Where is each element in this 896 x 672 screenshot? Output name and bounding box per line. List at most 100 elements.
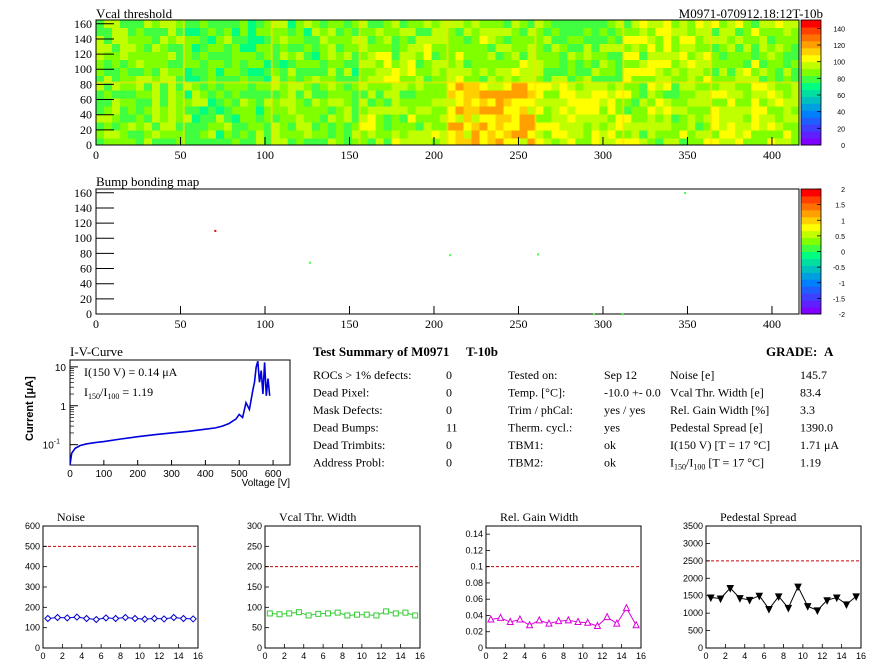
heatmap-cell bbox=[647, 36, 656, 45]
heatmap-cell bbox=[591, 20, 600, 29]
heatmap-cell bbox=[639, 28, 648, 37]
heatmap-cell bbox=[543, 98, 552, 107]
color-scale-band bbox=[801, 96, 821, 104]
heatmap-cell bbox=[335, 60, 345, 69]
heatmap-cell bbox=[247, 122, 257, 131]
heatmap-cell bbox=[599, 114, 608, 123]
heatmap-cell bbox=[583, 122, 592, 131]
heatmap-cell bbox=[160, 106, 169, 115]
x-tick-label: 150 bbox=[340, 317, 358, 331]
heatmap-cell bbox=[759, 36, 768, 45]
heatmap-cell bbox=[687, 36, 696, 45]
heatmap-cell bbox=[383, 44, 392, 53]
heatmap-cell bbox=[719, 20, 728, 29]
heatmap-cell bbox=[695, 114, 704, 123]
heatmap-cell bbox=[727, 114, 736, 123]
heatmap-cell bbox=[767, 68, 776, 77]
data-point bbox=[632, 620, 640, 629]
heatmap-cell bbox=[775, 130, 784, 139]
heatmap-cell bbox=[327, 82, 337, 91]
heatmap-cell bbox=[479, 98, 488, 107]
heatmap-cell bbox=[375, 90, 384, 99]
heatmap-cell bbox=[319, 28, 329, 37]
heatmap-cell bbox=[519, 98, 528, 107]
heatmap-cell bbox=[271, 76, 281, 85]
heatmap-cell bbox=[223, 130, 233, 139]
y-tick-label: 300 bbox=[25, 582, 40, 592]
heatmap-cell bbox=[447, 60, 456, 69]
heatmap-cell bbox=[199, 82, 209, 91]
heatmap-cell bbox=[112, 138, 121, 145]
small-chart-frame bbox=[264, 525, 421, 649]
heatmap-cell bbox=[287, 52, 297, 61]
heatmap-cell bbox=[655, 106, 664, 115]
heatmap-cell bbox=[191, 36, 201, 45]
heatmap-cell bbox=[735, 52, 744, 61]
heatmap-cell bbox=[623, 52, 632, 61]
heatmap-cell bbox=[311, 68, 321, 77]
heatmap-cell bbox=[711, 98, 720, 107]
heatmap-cell bbox=[615, 98, 624, 107]
data-point bbox=[726, 585, 735, 593]
heatmap-cell bbox=[639, 130, 648, 139]
heatmap-cell bbox=[152, 138, 161, 145]
heatmap-cell bbox=[431, 68, 440, 77]
heatmap-cell bbox=[279, 60, 289, 69]
data-point bbox=[354, 611, 361, 618]
heatmap-cell bbox=[727, 44, 736, 53]
heatmap-cell bbox=[391, 36, 400, 45]
data-point bbox=[784, 604, 793, 613]
heatmap-cell bbox=[751, 36, 760, 45]
iv-y-tick-label: 10-1 bbox=[43, 439, 60, 452]
heatmap-cell bbox=[479, 138, 488, 145]
heatmap-cell bbox=[271, 114, 281, 123]
heatmap-cell bbox=[255, 98, 265, 107]
heatmap-cell bbox=[271, 138, 281, 145]
heatmap-cell bbox=[455, 90, 464, 99]
color-scale-band bbox=[801, 20, 821, 28]
heatmap-cell bbox=[511, 20, 520, 29]
heatmap-cell bbox=[751, 90, 760, 99]
heatmap-cell bbox=[559, 36, 568, 45]
x-tick-label: 8 bbox=[561, 651, 566, 661]
heatmap-cell bbox=[279, 90, 289, 99]
heatmap-cell bbox=[144, 130, 153, 139]
data-point bbox=[102, 614, 110, 622]
heatmap-cell bbox=[160, 82, 169, 91]
heatmap-cell bbox=[695, 130, 704, 139]
heatmap-cell bbox=[687, 106, 696, 115]
heatmap-cell bbox=[311, 20, 321, 29]
heatmap-cell bbox=[176, 130, 185, 139]
heatmap-cell bbox=[112, 130, 121, 139]
y-tick-label: 1500 bbox=[683, 591, 703, 601]
y-tick-label: 100 bbox=[247, 602, 262, 612]
heatmap-cell bbox=[503, 28, 512, 37]
heatmap-cell bbox=[207, 28, 217, 37]
heatmap-cell bbox=[168, 114, 177, 123]
iv-x-tick-label: 100 bbox=[96, 469, 113, 480]
heatmap-cell bbox=[104, 28, 113, 37]
heatmap-cell bbox=[735, 130, 744, 139]
data-point bbox=[412, 612, 419, 619]
heatmap-cell bbox=[703, 36, 712, 45]
heatmap-cell bbox=[655, 76, 664, 85]
heatmap-cell bbox=[559, 60, 568, 69]
heatmap-cell bbox=[583, 114, 592, 123]
heatmap-cell bbox=[511, 114, 520, 123]
heatmap-cell bbox=[295, 130, 305, 139]
heatmap-cell bbox=[671, 36, 680, 45]
color-scale-band bbox=[801, 189, 821, 197]
heatmap-cell bbox=[279, 20, 289, 29]
heatmap-cell bbox=[311, 36, 321, 45]
data-point bbox=[745, 596, 754, 605]
heatmap-cell bbox=[263, 20, 273, 29]
heatmap-cell bbox=[391, 90, 400, 99]
heatmap-cell bbox=[191, 122, 201, 131]
heatmap-cell bbox=[136, 60, 145, 69]
heatmap-cell bbox=[375, 68, 384, 77]
heatmap-cell bbox=[471, 138, 480, 145]
bump-point bbox=[684, 192, 687, 195]
heatmap-cell bbox=[695, 68, 704, 77]
z-tick-label: 0.5 bbox=[835, 234, 845, 241]
heatmap-cell bbox=[303, 130, 313, 139]
